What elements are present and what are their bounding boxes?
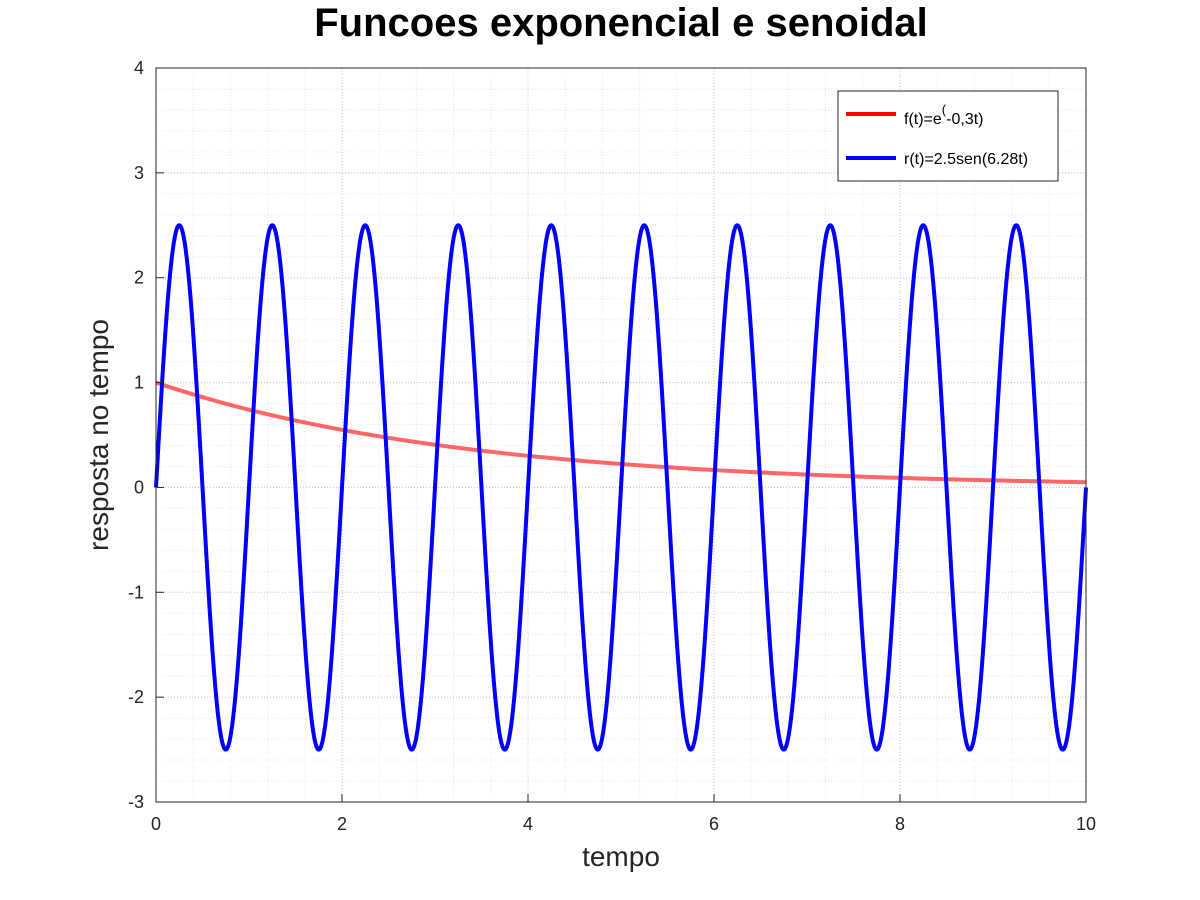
x-tick-label: 2 xyxy=(337,814,347,834)
y-axis-label: resposta no tempo xyxy=(83,319,114,551)
y-tick-label: 2 xyxy=(134,268,144,288)
axes-box xyxy=(155,67,1087,803)
ticks: 0 2 4 6 8 10 -3 -2 -1 0 1 2 3 4 xyxy=(128,58,1096,834)
legend-box xyxy=(837,90,1059,182)
y-tick-label: -2 xyxy=(128,687,144,707)
y-tick-label: 1 xyxy=(134,373,144,393)
x-tick-label: 8 xyxy=(895,814,905,834)
x-tick-label: 0 xyxy=(151,814,161,834)
legend-label-sinusoid: r(t)=2.5sen(6.28t) xyxy=(904,151,1028,168)
y-tick-label: 0 xyxy=(134,477,144,497)
x-tick-label: 10 xyxy=(1076,814,1096,834)
series-sinusoid xyxy=(154,223,1088,752)
legend-label-exponential: f(t)=e(-0,3t) xyxy=(904,102,983,128)
y-tick-label: -1 xyxy=(128,582,144,602)
legend-label-exponential-base: f(t)=e xyxy=(904,111,942,128)
x-axis-label: tempo xyxy=(582,841,660,872)
legend: f(t)=e(-0,3t) r(t)=2.5sen(6.28t) xyxy=(837,90,1059,182)
x-tick-label: 6 xyxy=(709,814,719,834)
chart-title: Funcoes exponencial e senoidal xyxy=(314,1,928,45)
y-tick-label: 4 xyxy=(134,58,144,78)
y-tick-label: 3 xyxy=(134,163,144,183)
series-layer xyxy=(154,223,1088,752)
legend-label-exponential-sup: ( xyxy=(942,102,947,117)
y-tick-label: -3 xyxy=(128,792,144,812)
grid xyxy=(155,67,1087,803)
legend-label-exponential-tail: -0,3t) xyxy=(946,111,983,128)
x-tick-label: 4 xyxy=(523,814,533,834)
